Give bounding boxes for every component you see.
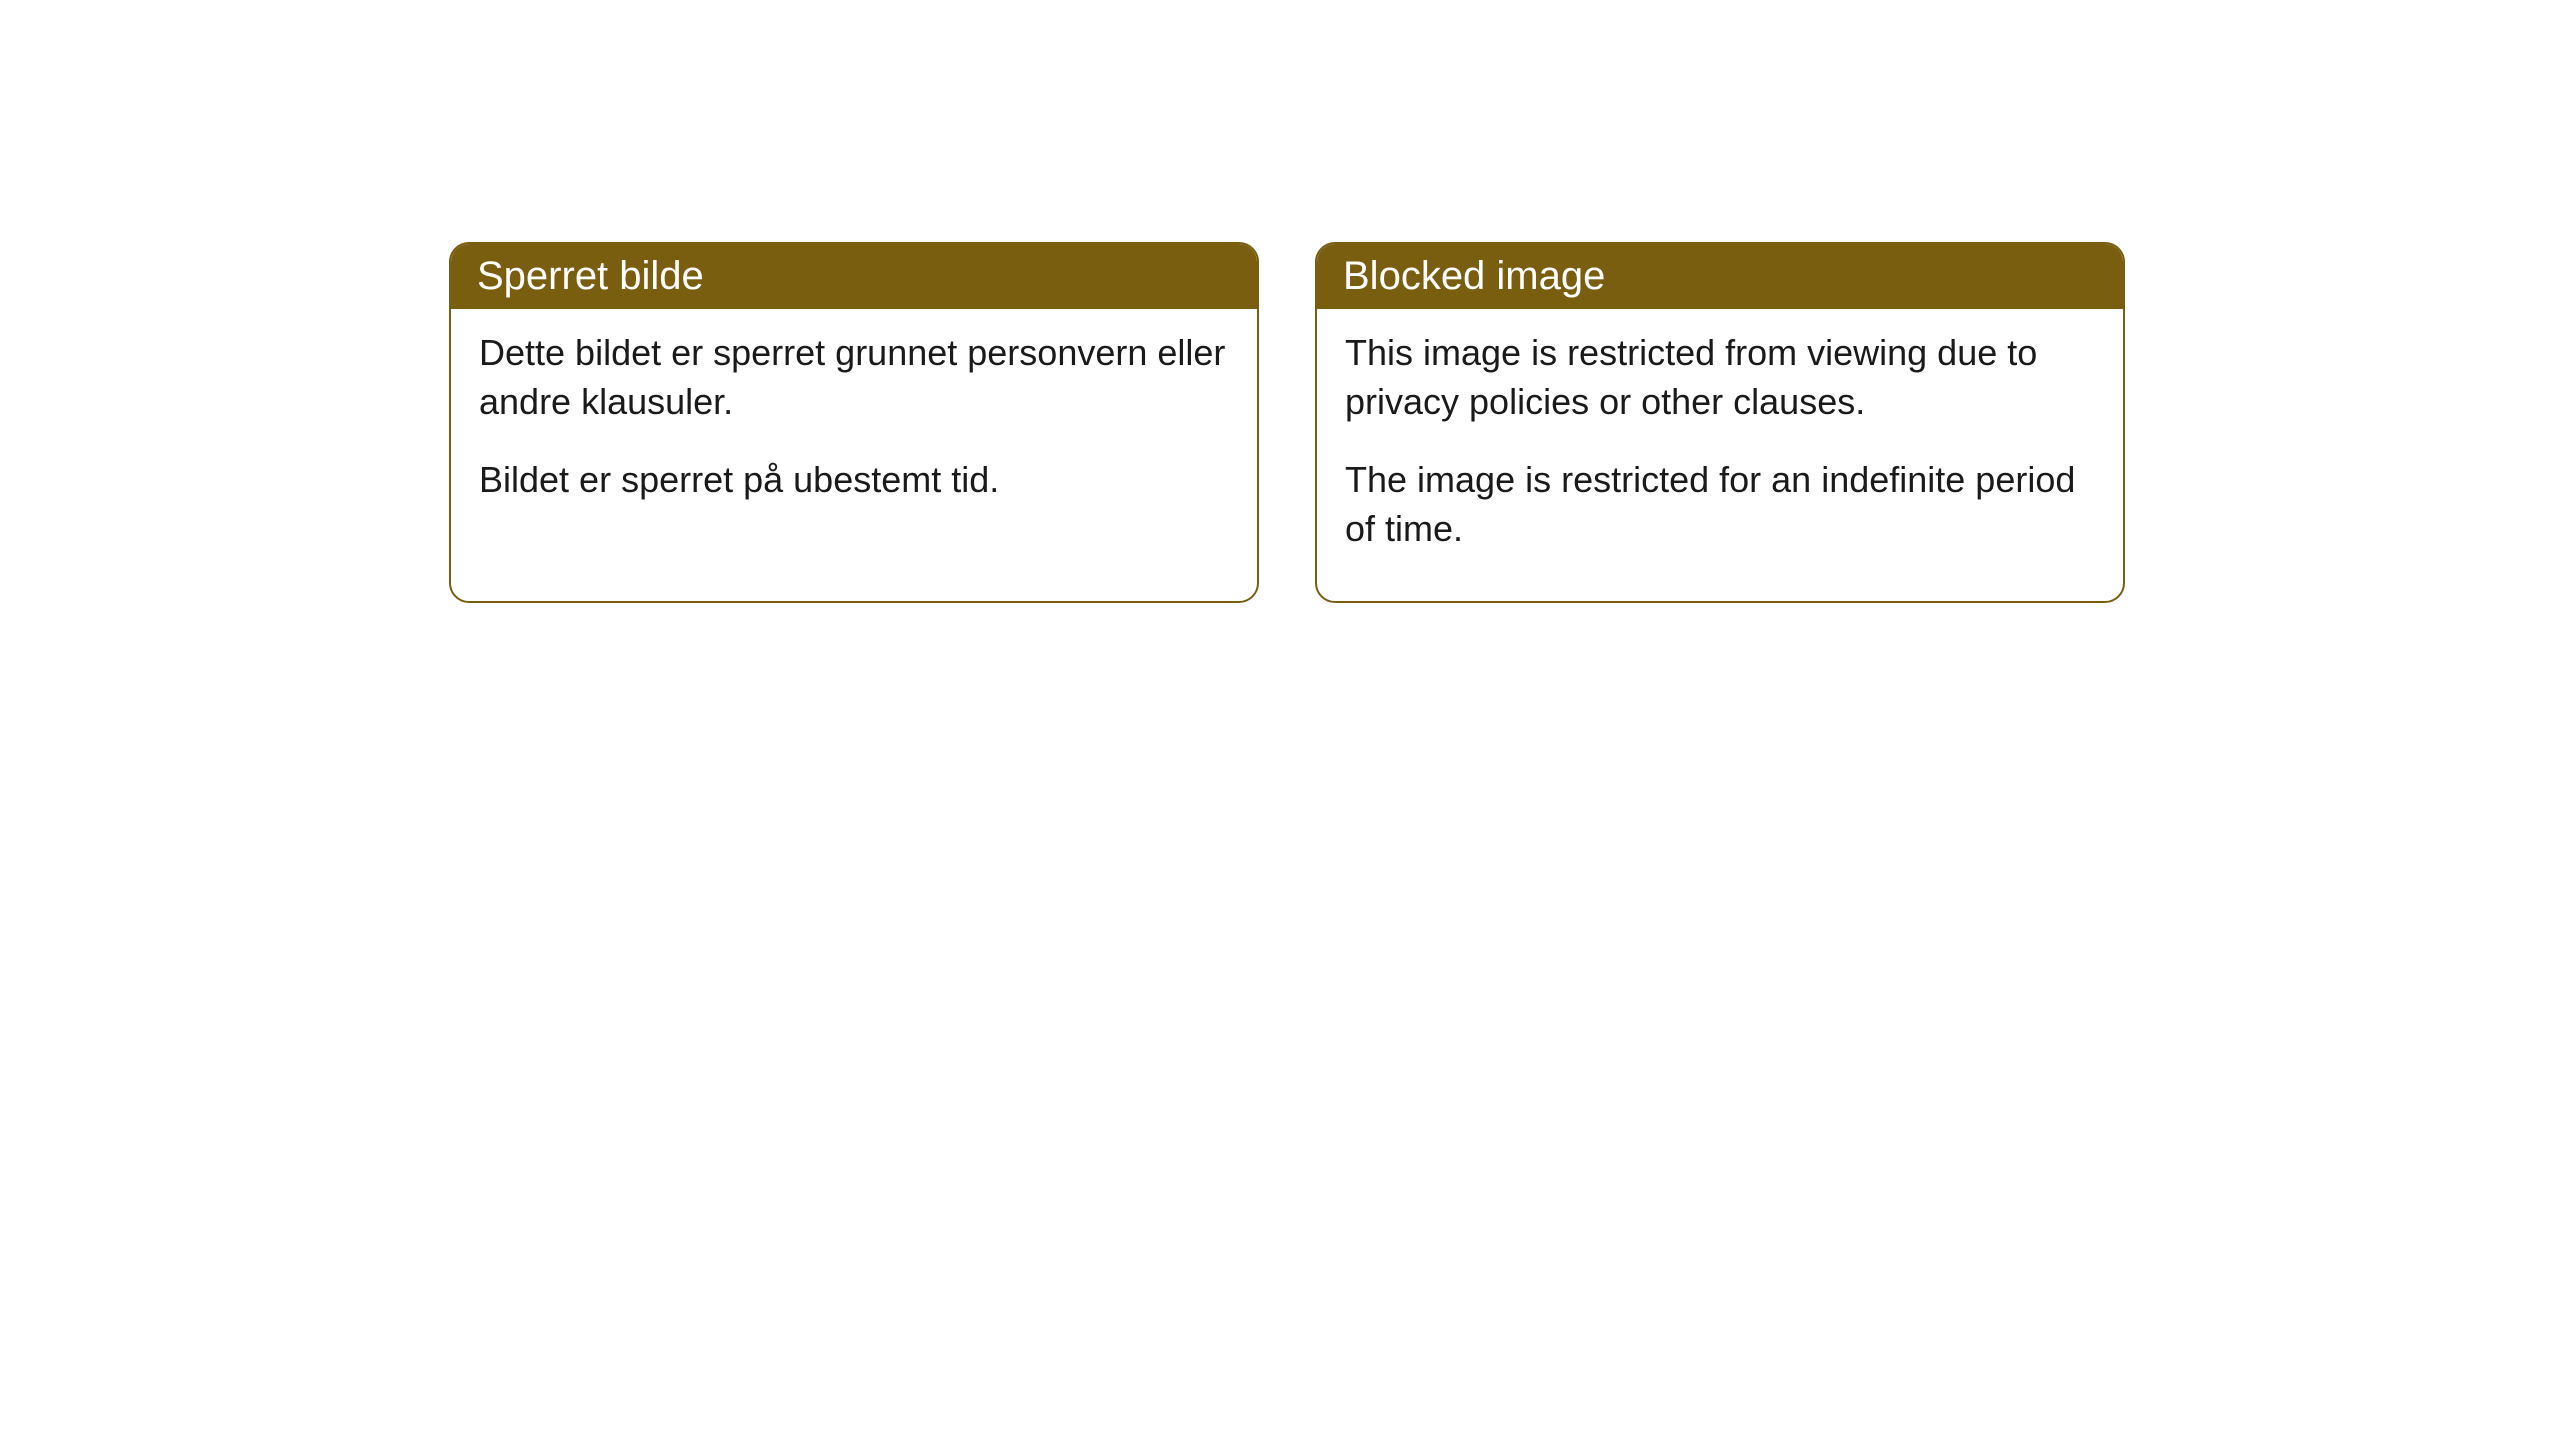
card-paragraph: The image is restricted for an indefinit…: [1345, 456, 2095, 553]
card-body: Dette bildet er sperret grunnet personve…: [451, 309, 1257, 553]
blocked-image-card-no: Sperret bilde Dette bildet er sperret gr…: [449, 242, 1259, 603]
card-header: Sperret bilde: [451, 244, 1257, 309]
cards-container: Sperret bilde Dette bildet er sperret gr…: [0, 0, 2560, 603]
card-title: Sperret bilde: [477, 254, 704, 298]
card-title: Blocked image: [1343, 254, 1605, 298]
card-paragraph: Bildet er sperret på ubestemt tid.: [479, 456, 1229, 505]
card-paragraph: Dette bildet er sperret grunnet personve…: [479, 329, 1229, 426]
card-header: Blocked image: [1317, 244, 2123, 309]
card-paragraph: This image is restricted from viewing du…: [1345, 329, 2095, 426]
blocked-image-card-en: Blocked image This image is restricted f…: [1315, 242, 2125, 603]
card-body: This image is restricted from viewing du…: [1317, 309, 2123, 601]
